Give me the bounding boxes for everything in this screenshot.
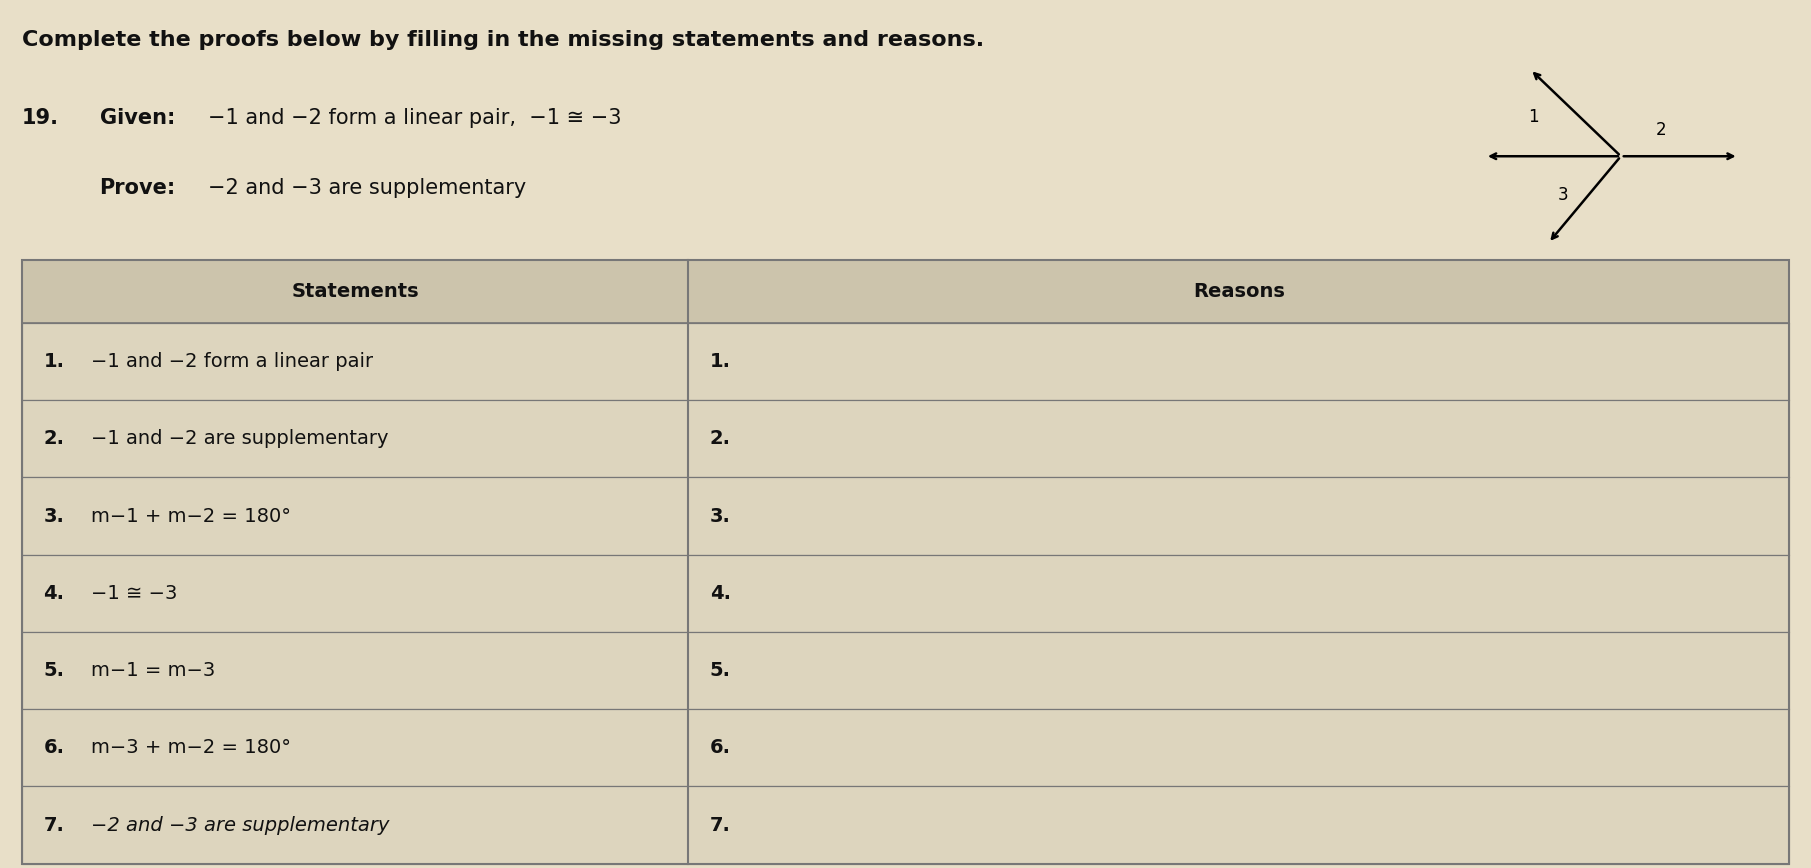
Text: 4.: 4. <box>710 584 732 602</box>
Text: 7.: 7. <box>710 816 732 834</box>
Text: 7.: 7. <box>43 816 65 834</box>
Text: m−3 + m−2 = 180°: m−3 + m−2 = 180° <box>91 739 290 757</box>
Bar <box>22 260 1789 323</box>
Text: 5.: 5. <box>710 661 732 680</box>
Bar <box>22 477 1789 555</box>
Text: Complete the proofs below by filling in the missing statements and reasons.: Complete the proofs below by filling in … <box>22 30 983 50</box>
Text: m−1 = m−3: m−1 = m−3 <box>91 661 216 680</box>
Text: 6.: 6. <box>43 739 65 757</box>
Text: 4.: 4. <box>43 584 65 602</box>
Text: 2.: 2. <box>43 430 65 448</box>
Text: 1.: 1. <box>43 352 65 371</box>
Text: −1 and −2 form a linear pair,  −1 ≅ −3: −1 and −2 form a linear pair, −1 ≅ −3 <box>208 108 621 128</box>
Text: Statements: Statements <box>292 282 418 301</box>
Text: 1.: 1. <box>710 352 732 371</box>
Text: 3.: 3. <box>710 507 732 525</box>
Text: −1 and −2 are supplementary: −1 and −2 are supplementary <box>91 430 388 448</box>
Bar <box>22 786 1789 864</box>
Text: Prove:: Prove: <box>100 178 176 198</box>
Text: 19.: 19. <box>22 108 58 128</box>
Text: 2.: 2. <box>710 430 732 448</box>
Text: 1: 1 <box>1528 108 1539 126</box>
Text: 3.: 3. <box>43 507 65 525</box>
Text: 5.: 5. <box>43 661 65 680</box>
Bar <box>22 632 1789 709</box>
Text: −1 ≅ −3: −1 ≅ −3 <box>91 584 177 602</box>
Text: m−1 + m−2 = 180°: m−1 + m−2 = 180° <box>91 507 290 525</box>
Bar <box>22 260 1789 864</box>
Text: 2: 2 <box>1655 122 1666 139</box>
Text: 6.: 6. <box>710 739 732 757</box>
Text: −1 and −2 form a linear pair: −1 and −2 form a linear pair <box>91 352 373 371</box>
Bar <box>22 709 1789 786</box>
Text: Reasons: Reasons <box>1193 282 1284 301</box>
Text: −2 and −3 are supplementary: −2 and −3 are supplementary <box>208 178 527 198</box>
Bar <box>22 400 1789 477</box>
Text: 3: 3 <box>1557 187 1568 204</box>
Text: −2 and −3 are supplementary: −2 and −3 are supplementary <box>91 816 389 834</box>
Text: Given:: Given: <box>100 108 176 128</box>
Bar <box>22 555 1789 632</box>
Bar <box>22 323 1789 400</box>
